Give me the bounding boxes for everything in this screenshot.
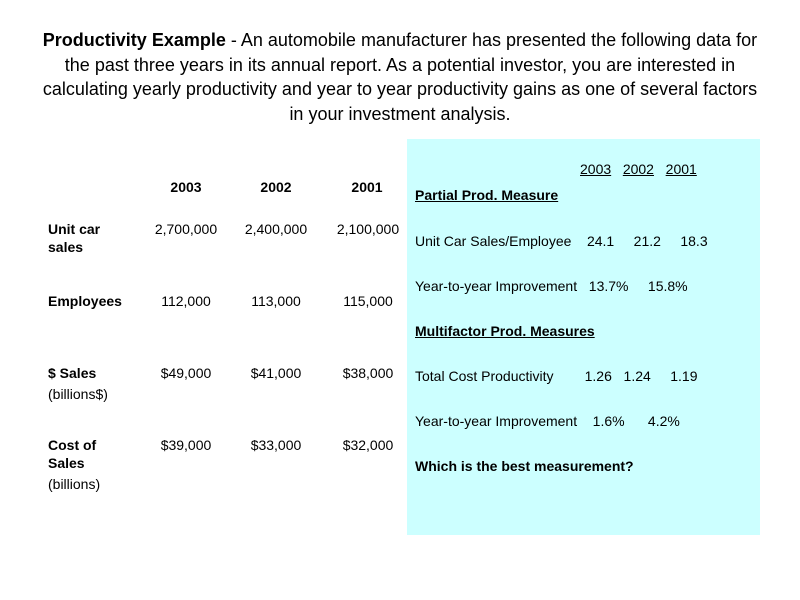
intro-paragraph: Productivity Example - An automobile man… — [40, 28, 760, 126]
cell-unit-sales-2003: 2,700,000 — [154, 221, 218, 237]
improvement-line-partial: Year-to-year Improvement 13.7% 15.8% — [415, 278, 688, 294]
year-header-2002: 2002 — [260, 179, 292, 195]
panel-year-2003: 2003 — [580, 161, 612, 177]
partial-measure-heading: Partial Prod. Measure — [415, 187, 559, 203]
cell-unit-sales-2002: 2,400,000 — [244, 221, 308, 237]
row-sublabel-cost: (billions) — [48, 476, 101, 492]
year-header-2001: 2001 — [351, 179, 383, 195]
intro-title: Productivity Example — [42, 30, 226, 50]
row-sublabel-sales: (billions$) — [48, 386, 108, 402]
cell-sales-2003: $49,000 — [160, 365, 212, 381]
cell-employees-2001: 115,000 — [343, 293, 393, 309]
panel-year-2002: 2002 — [622, 161, 654, 177]
row-label-unit-car-sales: Unit car sales — [48, 221, 101, 255]
intro-text: - An automobile manufacturer has present… — [42, 30, 758, 124]
row-label-sales: $ Sales (billions$) — [48, 365, 108, 402]
best-measurement-question: Which is the best measurement? — [415, 458, 634, 474]
row-label-cost-of-sales: Cost of Sales (billions) — [48, 437, 101, 492]
cell-cost-2002: $33,000 — [250, 437, 302, 453]
multifactor-heading: Multifactor Prod. Measures — [415, 323, 595, 339]
cell-employees-2003: 112,000 — [161, 293, 211, 309]
cell-sales-2002: $41,000 — [250, 365, 302, 381]
year-header-2003: 2003 — [170, 179, 202, 195]
total-cost-productivity-line: Total Cost Productivity 1.26 1.24 1.19 — [415, 368, 698, 384]
improvement-line-multifactor: Year-to-year Improvement 1.6% 4.2% — [415, 413, 680, 429]
cell-unit-sales-2001: 2,100,000 — [336, 221, 400, 237]
row-label-employees: Employees — [48, 293, 122, 309]
productivity-panel: 2003 2002 2001 Partial Prod. Measure Uni… — [407, 139, 760, 535]
panel-year-headers: 2003 2002 2001 — [580, 160, 697, 178]
cell-sales-2001: $38,000 — [342, 365, 394, 381]
unit-sales-per-employee-line: Unit Car Sales/Employee 24.1 21.2 18.3 — [415, 233, 708, 249]
cell-cost-2001: $32,000 — [342, 437, 394, 453]
cell-cost-2003: $39,000 — [160, 437, 212, 453]
cell-employees-2002: 113,000 — [251, 293, 301, 309]
panel-year-2001: 2001 — [665, 161, 697, 177]
